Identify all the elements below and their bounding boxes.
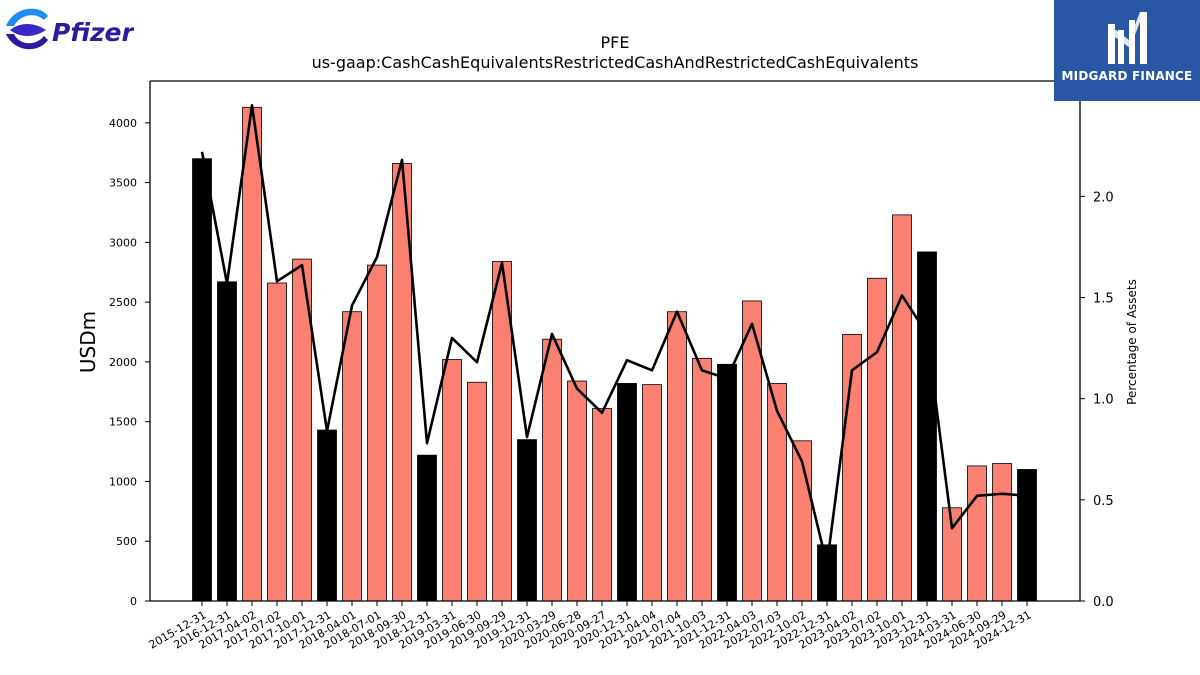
y-tick-label: 1000 xyxy=(109,475,137,488)
bar-2017-12-31 xyxy=(317,429,337,602)
y2-tick-label: 1.5 xyxy=(1093,291,1114,306)
y-tick-label: 500 xyxy=(116,535,137,548)
bar-2017-04-02 xyxy=(242,106,262,602)
bar-2019-06-30 xyxy=(467,381,487,602)
bar-2017-07-02 xyxy=(267,282,287,602)
pfizer-wordmark: Pfizer xyxy=(52,18,134,47)
bar-2023-07-02 xyxy=(867,277,887,602)
y2-tick-label: 1.0 xyxy=(1093,393,1114,408)
y2-tick-label: 0.5 xyxy=(1093,494,1114,509)
bar-2020-09-27 xyxy=(592,408,612,602)
bar-2021-04-04 xyxy=(642,384,662,602)
bar-2016-12-31 xyxy=(217,281,237,602)
bar-2019-12-31 xyxy=(517,439,537,602)
bar-2022-12-31 xyxy=(817,544,837,602)
bar-2018-12-31 xyxy=(417,454,437,602)
y2-tick-label: 0.0 xyxy=(1093,595,1114,610)
bar-2021-12-31 xyxy=(717,363,737,602)
chart-subtitle: us-gaap:CashCashEquivalentsRestrictedCas… xyxy=(312,53,919,72)
y-axis-label: USDm xyxy=(76,311,100,373)
y-tick-label: 2000 xyxy=(109,356,137,369)
bar-2021-10-03 xyxy=(692,357,712,602)
bar-2018-04-01 xyxy=(342,311,362,602)
pfizer-logo: Pfizer xyxy=(4,4,136,56)
midgard-wordmark: MIDGARD FINANCE xyxy=(1061,69,1193,83)
bar-2019-03-31 xyxy=(442,359,462,602)
y-tick-label: 0 xyxy=(130,595,137,608)
y-tick-label: 4000 xyxy=(109,117,137,130)
bar-2020-06-28 xyxy=(567,380,587,602)
bar-2018-07-01 xyxy=(367,264,387,602)
chart-title: PFE xyxy=(601,33,630,52)
y-tick-label: 3500 xyxy=(109,177,137,190)
y-tick-label: 3000 xyxy=(109,236,137,249)
pfizer-swirl-icon: Pfizer xyxy=(6,8,136,50)
bar-2024-12-31 xyxy=(1017,469,1037,602)
bar-2015-12-31 xyxy=(192,158,212,602)
bar-2024-06-30 xyxy=(967,465,987,602)
y-tick-label: 1500 xyxy=(109,416,137,429)
midgard-mark-icon xyxy=(1108,12,1147,64)
percent-of-assets-line xyxy=(200,103,1028,566)
bar-2024-09-29 xyxy=(992,463,1012,602)
y2-tick-label: 2.0 xyxy=(1093,190,1114,205)
bar-2020-12-31 xyxy=(617,383,637,602)
bar-series xyxy=(192,106,1037,602)
bar-2021-07-04 xyxy=(667,311,687,602)
y-tick-label: 2500 xyxy=(109,296,137,309)
y2-axis-label: Percentage of Assets xyxy=(1125,279,1139,405)
bar-2023-12-31 xyxy=(917,251,937,602)
bar-2023-10-01 xyxy=(892,214,912,602)
percent-line-series xyxy=(200,103,1028,566)
bar-2022-07-03 xyxy=(767,383,787,602)
midgard-finance-logo: MIDGARD FINANCE xyxy=(1054,0,1200,101)
bar-2020-03-29 xyxy=(542,338,562,602)
